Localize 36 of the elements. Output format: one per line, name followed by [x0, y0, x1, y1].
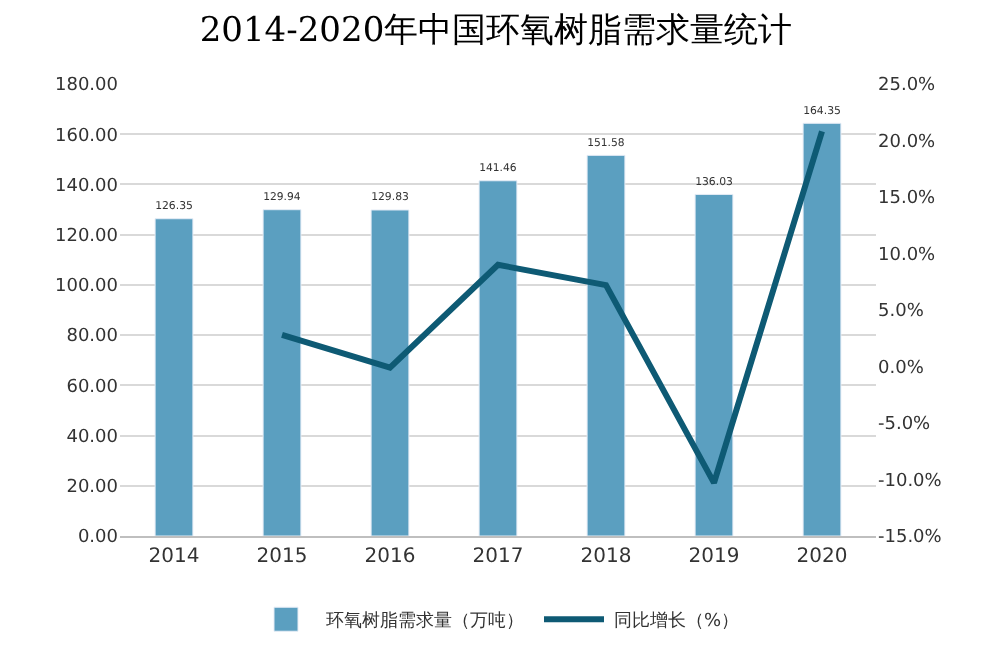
y2-tick-label: -5.0% [878, 415, 932, 436]
y2-tick-label: 5.0% [878, 302, 925, 323]
y-tick-label: 120.00 [55, 226, 119, 247]
bar [154, 218, 194, 536]
x-tick-label: 2015 [256, 546, 308, 568]
x-tick-label: 2014 [148, 546, 200, 568]
x-tick-label: 2016 [364, 546, 416, 568]
y-tick-label: 140.00 [55, 176, 119, 197]
chart-title: 2014-2020年中国环氧树脂需求量统计 [199, 10, 793, 51]
bar [802, 122, 842, 536]
y-tick-label: 60.00 [66, 377, 119, 398]
legend-label: 环氧树脂需求量（万吨） [326, 610, 524, 633]
y-tick-label: 80.00 [66, 327, 119, 348]
y-tick-label: 160.00 [55, 126, 119, 147]
y2-tick-label: 20.0% [878, 132, 937, 153]
y2-tick-label: -15.0% [878, 528, 943, 549]
y2-tick-label: 10.0% [878, 245, 937, 266]
x-tick-label: 2020 [796, 546, 848, 568]
bar [478, 180, 518, 536]
bar [262, 209, 302, 536]
bar [694, 193, 734, 536]
y2-tick-label: -10.0% [878, 471, 943, 492]
y2-tick-label: 0.0% [878, 358, 925, 379]
y2-tick-label: 15.0% [878, 189, 937, 210]
bar [586, 154, 626, 536]
y-tick-label: 180.00 [55, 76, 119, 97]
x-tick-label: 2019 [688, 546, 740, 568]
bar [370, 209, 410, 536]
y-tick-label: 100.00 [55, 277, 119, 298]
x-tick-label: 2017 [472, 546, 524, 568]
y-tick-label: 0.00 [77, 528, 119, 549]
legend-label: 同比增长（%） [614, 610, 740, 633]
y2-tick-label: 25.0% [878, 76, 937, 97]
y-tick-label: 20.00 [66, 478, 119, 499]
x-tick-label: 2018 [580, 546, 632, 568]
y-tick-label: 40.00 [66, 427, 119, 448]
